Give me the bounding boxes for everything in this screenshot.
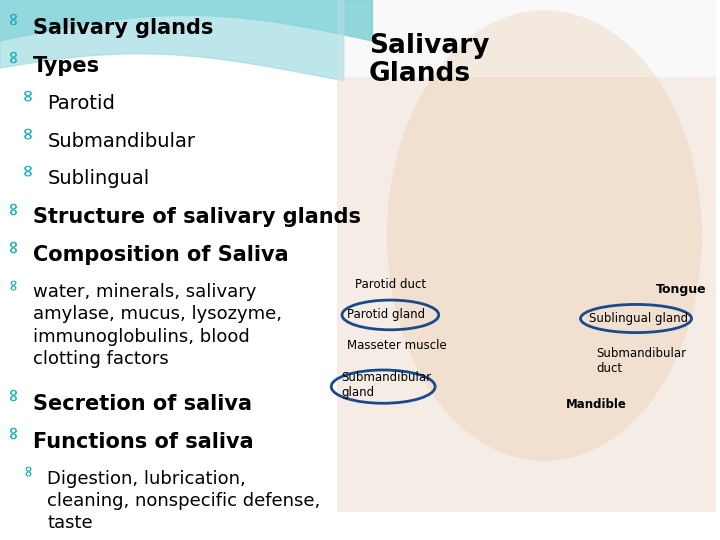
Text: ∞: ∞ [4, 10, 22, 25]
Text: Structure of salivary glands: Structure of salivary glands [33, 207, 361, 227]
Polygon shape [0, 0, 372, 41]
Text: Secretion of saliva: Secretion of saliva [33, 394, 252, 414]
Text: ∞: ∞ [4, 386, 22, 401]
Text: Mandible: Mandible [566, 398, 626, 411]
Text: Salivary
Glands: Salivary Glands [369, 33, 490, 87]
Text: ∞: ∞ [19, 463, 35, 476]
Text: Sublingual: Sublingual [48, 170, 150, 188]
Text: Sublingual gland: Sublingual gland [589, 312, 688, 325]
Text: Functions of saliva: Functions of saliva [33, 431, 253, 452]
Text: ∞: ∞ [4, 238, 22, 253]
Ellipse shape [387, 10, 702, 461]
Text: ∞: ∞ [18, 87, 36, 100]
Text: ∞: ∞ [5, 277, 20, 289]
Text: water, minerals, salivary
amylase, mucus, lysozyme,
immunoglobulins, blood
clott: water, minerals, salivary amylase, mucus… [33, 283, 282, 368]
Text: Parotid gland: Parotid gland [346, 308, 425, 321]
Polygon shape [0, 0, 343, 80]
Text: ∞: ∞ [18, 163, 36, 177]
Text: ∞: ∞ [4, 200, 22, 215]
Text: Parotid duct: Parotid duct [354, 278, 426, 291]
Text: ∞: ∞ [18, 125, 36, 139]
Text: Submandibular
duct: Submandibular duct [596, 347, 686, 375]
Text: Masseter muscle: Masseter muscle [346, 339, 446, 352]
Text: Composition of Saliva: Composition of Saliva [33, 245, 289, 265]
Bar [337, 77, 716, 512]
Text: Digestion, lubrication,
cleaning, nonspecific defense,
taste: Digestion, lubrication, cleaning, nonspe… [48, 470, 320, 532]
Text: Submandibular
gland: Submandibular gland [341, 371, 431, 399]
Text: ∞: ∞ [4, 48, 22, 63]
Text: Parotid: Parotid [48, 94, 115, 113]
Bar [337, 0, 716, 512]
Text: Tongue: Tongue [656, 283, 707, 296]
Text: Salivary glands: Salivary glands [33, 18, 213, 38]
Text: Types: Types [33, 56, 100, 76]
Text: Submandibular: Submandibular [48, 132, 195, 151]
Text: ∞: ∞ [4, 424, 22, 439]
